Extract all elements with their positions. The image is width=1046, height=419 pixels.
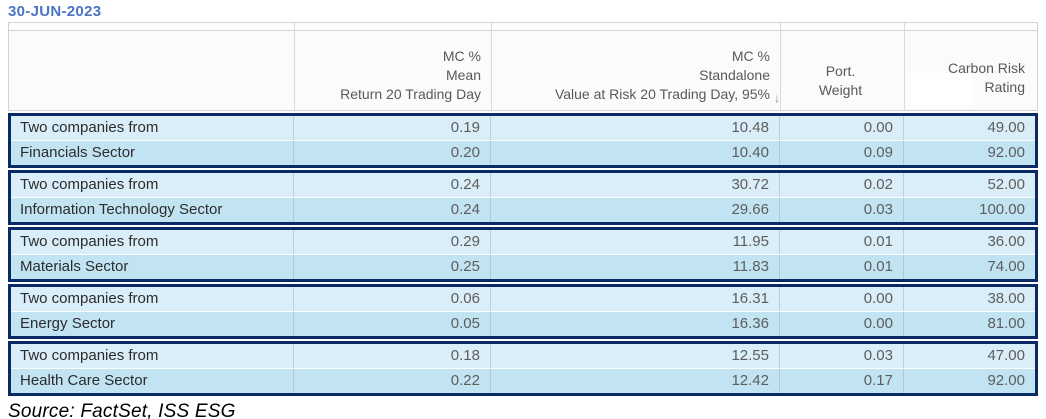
header-line: MC % xyxy=(442,48,481,64)
carbon-risk-cell: 38.00 xyxy=(903,287,1035,311)
carbon-risk-cell: 81.00 xyxy=(903,312,1035,336)
entity-cell: Health Care Sector xyxy=(20,372,148,389)
mean-return-cell: 0.22 xyxy=(293,369,490,393)
column-header-mc-mean-return[interactable]: MC % Mean Return 20 Trading Day xyxy=(294,31,491,110)
carbon-risk-cell: 49.00 xyxy=(903,116,1035,140)
port-weight-cell: 0.03 xyxy=(779,198,903,222)
entity-cell: Two companies from xyxy=(20,119,159,136)
var-cell: 11.95 xyxy=(490,230,779,254)
header-line: Value at Risk 20 Trading Day, 95% xyxy=(554,86,770,102)
entity-cell: Two companies from xyxy=(20,290,159,307)
spacer-cell xyxy=(780,23,904,30)
port-weight-cell: 0.09 xyxy=(779,141,903,165)
entity-cell: Materials Sector xyxy=(20,258,129,275)
sector-group-information-technology: Two companies from 0.24 30.72 0.02 52.00… xyxy=(8,170,1038,225)
var-cell: 10.40 xyxy=(490,141,779,165)
entity-cell: Two companies from xyxy=(20,347,159,364)
port-weight-cell: 0.03 xyxy=(779,344,903,368)
carbon-risk-cell: 100.00 xyxy=(903,198,1035,222)
carbon-risk-cell: 92.00 xyxy=(903,369,1035,393)
mean-return-cell: 0.20 xyxy=(293,141,490,165)
table-row[interactable]: Materials Sector 0.25 11.83 0.01 74.00 xyxy=(11,255,1035,279)
spacer-cell xyxy=(9,23,294,30)
spacer-cell xyxy=(904,23,1039,30)
table-row[interactable]: Energy Sector 0.05 16.36 0.00 81.00 xyxy=(11,312,1035,336)
mean-return-cell: 0.24 xyxy=(293,198,490,222)
column-header-port-weight[interactable]: Port. Weight xyxy=(780,31,904,110)
table-row[interactable]: Two companies from 0.06 16.31 0.00 38.00 xyxy=(11,287,1035,312)
table-row[interactable]: Two companies from 0.18 12.55 0.03 47.00 xyxy=(11,344,1035,369)
sort-descending-icon[interactable]: ↓ xyxy=(774,91,780,105)
mean-return-cell: 0.06 xyxy=(293,287,490,311)
sector-group-materials: Two companies from 0.29 11.95 0.01 36.00… xyxy=(8,227,1038,282)
var-cell: 29.66 xyxy=(490,198,779,222)
header-line: Mean xyxy=(445,67,481,83)
sector-group-financials: Two companies from 0.19 10.48 0.00 49.00… xyxy=(8,113,1038,168)
mean-return-cell: 0.18 xyxy=(293,344,490,368)
mean-return-cell: 0.05 xyxy=(293,312,490,336)
column-header-entity xyxy=(9,31,294,110)
header-line: Return 20 Trading Day xyxy=(340,86,481,102)
risk-table: MC % Mean Return 20 Trading Day MC % Sta… xyxy=(8,22,1038,396)
var-cell: 12.42 xyxy=(490,369,779,393)
entity-cell: Two companies from xyxy=(20,176,159,193)
mean-return-cell: 0.25 xyxy=(293,255,490,279)
port-weight-cell: 0.00 xyxy=(779,312,903,336)
header-line: MC % xyxy=(731,48,770,64)
carbon-risk-cell: 36.00 xyxy=(903,230,1035,254)
mean-return-cell: 0.29 xyxy=(293,230,490,254)
table-row[interactable]: Two companies from 0.29 11.95 0.01 36.00 xyxy=(11,230,1035,255)
port-weight-cell: 0.17 xyxy=(779,369,903,393)
source-note: Source: FactSet, ISS ESG xyxy=(8,401,236,419)
port-weight-cell: 0.01 xyxy=(779,255,903,279)
table-header-row: MC % Mean Return 20 Trading Day MC % Sta… xyxy=(8,31,1038,111)
carbon-risk-cell: 47.00 xyxy=(903,344,1035,368)
port-weight-cell: 0.00 xyxy=(779,116,903,140)
var-cell: 10.48 xyxy=(490,116,779,140)
var-cell: 30.72 xyxy=(490,173,779,197)
sector-group-energy: Two companies from 0.06 16.31 0.00 38.00… xyxy=(8,284,1038,339)
var-cell: 16.31 xyxy=(490,287,779,311)
header-line: Standalone xyxy=(699,67,770,83)
entity-cell: Information Technology Sector xyxy=(20,201,223,218)
spacer-cell xyxy=(491,23,780,30)
column-header-mc-standalone-var[interactable]: MC % Standalone Value at Risk 20 Trading… xyxy=(491,31,780,110)
carbon-risk-cell: 92.00 xyxy=(903,141,1035,165)
mean-return-cell: 0.24 xyxy=(293,173,490,197)
report-date-title: 30-JUN-2023 xyxy=(8,3,102,20)
port-weight-cell: 0.01 xyxy=(779,230,903,254)
header-line: Port. xyxy=(825,63,856,79)
table-row[interactable]: Two companies from 0.19 10.48 0.00 49.00 xyxy=(11,116,1035,141)
table-row[interactable]: Health Care Sector 0.22 12.42 0.17 92.00 xyxy=(11,369,1035,393)
table-row[interactable]: Financials Sector 0.20 10.40 0.09 92.00 xyxy=(11,141,1035,165)
table-row[interactable]: Two companies from 0.24 30.72 0.02 52.00 xyxy=(11,173,1035,198)
mean-return-cell: 0.19 xyxy=(293,116,490,140)
entity-cell: Financials Sector xyxy=(20,144,136,161)
entity-cell: Energy Sector xyxy=(20,315,116,332)
var-cell: 12.55 xyxy=(490,344,779,368)
entity-cell: Two companies from xyxy=(20,233,159,250)
header-line: Carbon Risk xyxy=(947,60,1025,76)
port-weight-cell: 0.00 xyxy=(779,287,903,311)
spacer-cell xyxy=(294,23,491,30)
table-row[interactable]: Information Technology Sector 0.24 29.66… xyxy=(11,198,1035,222)
carbon-risk-cell: 52.00 xyxy=(903,173,1035,197)
whiteout-highlight-box xyxy=(910,73,972,105)
column-header-carbon-risk-rating[interactable]: Carbon Risk Rating xyxy=(904,31,1039,110)
carbon-risk-cell: 74.00 xyxy=(903,255,1035,279)
table-top-spacer-row xyxy=(8,22,1038,31)
var-cell: 16.36 xyxy=(490,312,779,336)
var-cell: 11.83 xyxy=(490,255,779,279)
header-line: Rating xyxy=(984,79,1025,95)
header-line: Weight xyxy=(818,82,863,98)
sector-group-health-care: Two companies from 0.18 12.55 0.03 47.00… xyxy=(8,341,1038,396)
port-weight-cell: 0.02 xyxy=(779,173,903,197)
